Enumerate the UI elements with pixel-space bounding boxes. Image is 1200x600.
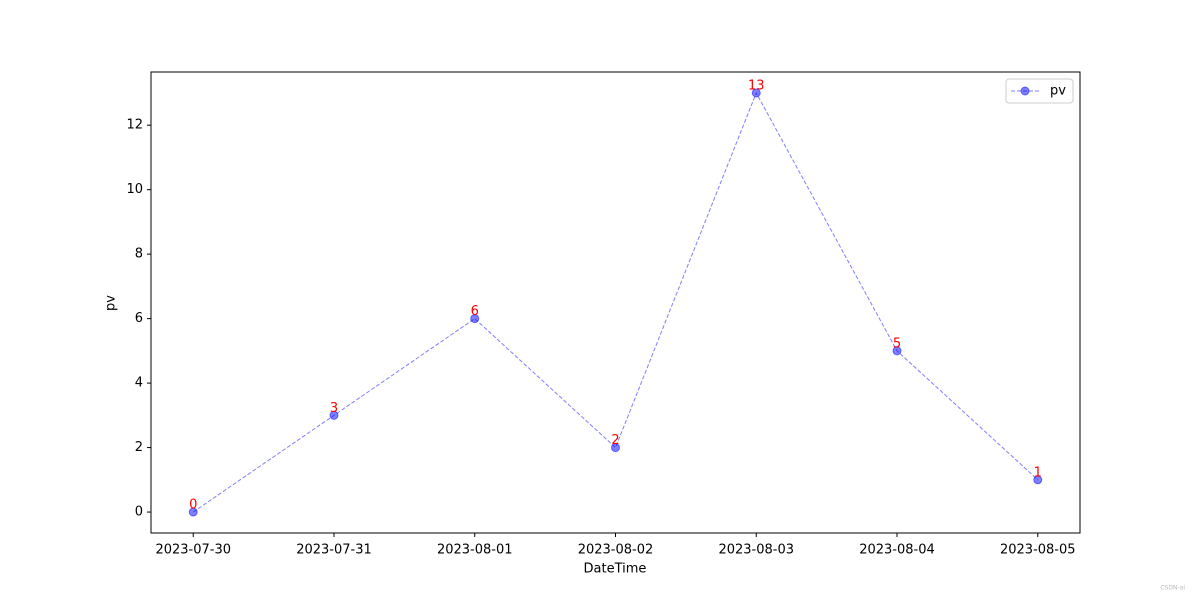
plot-frame: [150, 71, 1081, 534]
x-axis-label: DateTime: [584, 562, 647, 577]
data-point: [329, 410, 339, 420]
value-label: 2: [611, 433, 619, 448]
value-label: 1: [1034, 465, 1042, 480]
value-label: 3: [330, 401, 338, 416]
data-point: [188, 507, 198, 517]
x-tick-label: 2023-08-03: [718, 543, 794, 558]
value-label: 6: [471, 304, 479, 319]
data-point: [611, 443, 620, 453]
data-point: [470, 314, 480, 324]
data-point: [751, 88, 761, 98]
legend-label: pv: [1050, 84, 1066, 99]
x-tick-label: 2023-08-01: [437, 543, 513, 558]
y-tick-label: 6: [135, 311, 143, 326]
value-label: 0: [189, 498, 197, 513]
legend-box: [1005, 78, 1074, 104]
x-tick-label: 2023-08-02: [578, 543, 654, 558]
data-point: [892, 346, 902, 356]
y-axis-label: pv: [104, 295, 119, 311]
data-point: [1033, 475, 1043, 485]
value-label: 5: [893, 336, 901, 351]
x-tick-label: 2023-08-04: [859, 543, 935, 558]
x-tick-label: 2023-07-31: [296, 543, 372, 558]
y-tick-label: 0: [135, 505, 143, 520]
legend-marker: [1020, 86, 1030, 96]
y-tick-label: 12: [126, 118, 143, 133]
y-tick-label: 4: [135, 376, 143, 391]
x-tick-label: 2023-08-05: [1000, 543, 1076, 558]
watermark: CSDN-ai: [1160, 585, 1185, 592]
y-tick-label: 2: [135, 440, 143, 455]
x-tick-label: 2023-07-30: [155, 543, 231, 558]
value-label: 13: [748, 78, 765, 93]
y-tick-label: 8: [135, 247, 143, 262]
y-tick-label: 10: [126, 182, 143, 197]
